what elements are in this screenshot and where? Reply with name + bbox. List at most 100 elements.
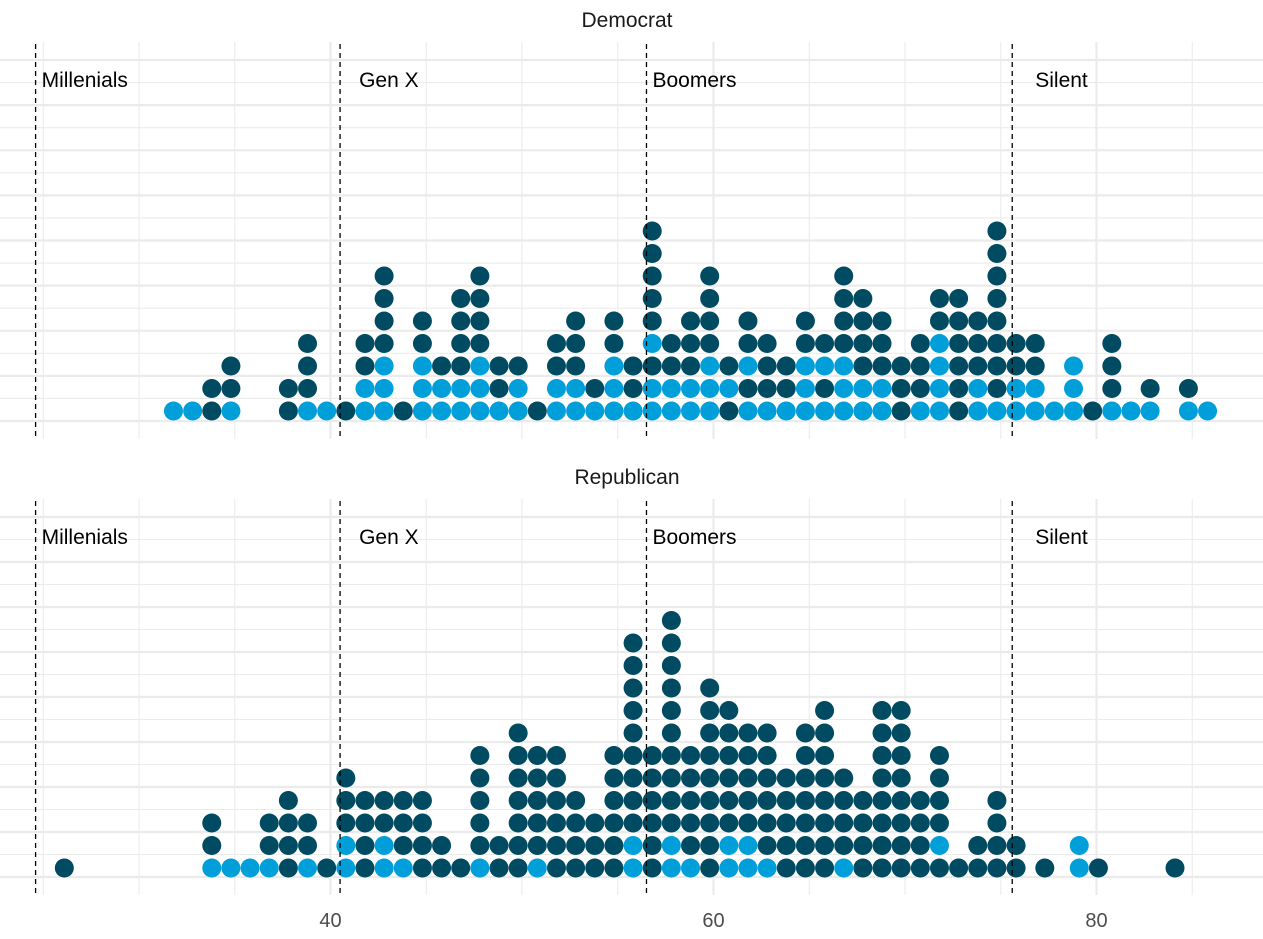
data-point xyxy=(183,401,203,421)
data-point xyxy=(546,768,566,788)
data-point xyxy=(470,356,490,376)
data-point xyxy=(432,356,452,376)
data-point xyxy=(298,836,318,855)
data-point xyxy=(853,379,873,398)
data-point xyxy=(508,836,528,855)
data-point xyxy=(604,356,624,376)
data-point xyxy=(202,836,222,855)
data-point xyxy=(795,791,815,810)
data-point xyxy=(853,311,873,331)
era-label: Millenials xyxy=(42,526,128,549)
x-tick-label: 80 xyxy=(1085,910,1107,932)
data-point xyxy=(929,311,949,331)
data-point xyxy=(700,746,720,765)
data-point xyxy=(642,334,662,353)
data-point xyxy=(585,836,605,855)
data-point xyxy=(910,858,930,878)
data-point xyxy=(298,401,318,421)
data-point xyxy=(604,379,624,398)
data-point xyxy=(412,858,432,878)
data-point xyxy=(681,813,701,833)
data-point xyxy=(432,836,452,855)
data-point xyxy=(642,244,662,263)
panel-title: Republican xyxy=(574,466,679,489)
data-point xyxy=(566,813,586,833)
data-point xyxy=(546,379,566,398)
data-point xyxy=(623,656,643,675)
era-label: Boomers xyxy=(652,69,736,92)
data-point xyxy=(949,379,969,398)
data-point xyxy=(604,768,624,788)
data-point xyxy=(1006,334,1026,353)
panel-republican: Republican Millenials Gen X Boomers Silent xyxy=(0,466,1263,895)
data-point xyxy=(815,701,835,720)
x-axis: 40 60 80 xyxy=(319,910,1107,932)
data-point xyxy=(987,244,1007,263)
data-point xyxy=(202,379,222,398)
data-point xyxy=(872,858,892,878)
data-point xyxy=(853,813,873,833)
era-label: Gen X xyxy=(359,69,419,92)
data-point xyxy=(968,334,988,353)
data-point xyxy=(987,311,1007,331)
data-point xyxy=(278,813,298,833)
data-point xyxy=(566,379,586,398)
data-point xyxy=(661,836,681,855)
data-point xyxy=(355,858,375,878)
data-point xyxy=(738,836,758,855)
data-point xyxy=(546,746,566,765)
data-point xyxy=(910,813,930,833)
data-point xyxy=(987,356,1007,376)
data-point xyxy=(757,768,777,788)
data-point xyxy=(1025,401,1045,421)
data-point xyxy=(910,334,930,353)
data-point xyxy=(604,334,624,353)
data-point xyxy=(853,858,873,878)
data-point xyxy=(470,379,490,398)
data-point xyxy=(853,356,873,376)
data-point xyxy=(661,334,681,353)
data-point xyxy=(661,401,681,421)
data-point xyxy=(470,791,490,810)
data-point xyxy=(508,746,528,765)
data-point xyxy=(700,334,720,353)
data-point xyxy=(815,334,835,353)
data-point xyxy=(642,289,662,308)
data-point xyxy=(738,746,758,765)
data-point xyxy=(719,858,739,878)
data-point xyxy=(834,836,854,855)
data-point xyxy=(987,836,1007,855)
data-point xyxy=(987,266,1007,286)
data-point xyxy=(623,746,643,765)
data-point xyxy=(795,334,815,353)
data-point xyxy=(700,401,720,421)
data-point xyxy=(642,221,662,241)
data-point xyxy=(661,701,681,720)
data-point xyxy=(202,813,222,833)
data-point xyxy=(776,836,796,855)
data-point xyxy=(910,401,930,421)
data-point xyxy=(757,356,777,376)
data-point xyxy=(374,334,394,353)
data-point xyxy=(1006,379,1026,398)
data-point xyxy=(412,379,432,398)
data-point xyxy=(910,379,930,398)
data-point xyxy=(700,289,720,308)
data-point xyxy=(661,656,681,675)
data-point xyxy=(891,836,911,855)
data-point xyxy=(412,356,432,376)
data-point xyxy=(1069,858,1089,878)
data-point xyxy=(355,334,375,353)
data-point xyxy=(987,334,1007,353)
data-point xyxy=(757,858,777,878)
data-point xyxy=(700,858,720,878)
data-point xyxy=(757,836,777,855)
data-point xyxy=(738,723,758,743)
data-point xyxy=(891,723,911,743)
data-point xyxy=(681,379,701,398)
data-point xyxy=(489,401,509,421)
data-point xyxy=(949,311,969,331)
x-tick-label: 60 xyxy=(702,910,724,932)
data-point xyxy=(929,813,949,833)
data-point xyxy=(872,723,892,743)
